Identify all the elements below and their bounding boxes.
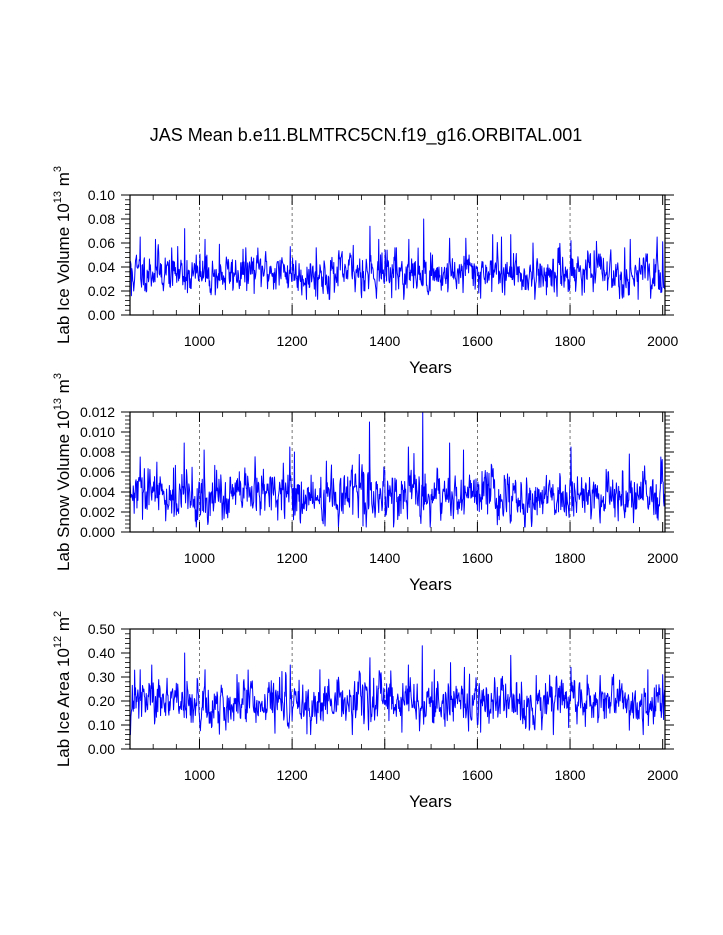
x-tick-label: 1800 [554,550,585,566]
x-tick-label: 2000 [647,333,678,349]
series-line-ice-area [129,645,666,736]
x-tick-label: 2000 [647,767,678,783]
x-tick-label: 1000 [184,333,215,349]
y-tick-label: 0.00 [88,741,115,757]
y-tick-label: 0.50 [88,621,115,637]
x-tick-label: 1800 [554,333,585,349]
x-tick-label: 1600 [462,767,493,783]
y-tick-label: 0.04 [88,259,115,275]
x-tick-label: 1000 [184,767,215,783]
x-tick-label: 2000 [647,550,678,566]
figure-title: JAS Mean b.e11.BLMTRC5CN.f19_g16.ORBITAL… [150,125,583,146]
y-axis-label: Lab Ice Area 1012 m2 [52,611,73,767]
x-tick-label: 1800 [554,767,585,783]
y-tick-label: 0.004 [80,484,115,500]
plot-frame [129,628,666,750]
x-axis-label: Years [409,575,452,594]
y-axis-label: Lab Snow Volume 1013 m3 [52,373,73,571]
x-axis-label: Years [409,358,452,377]
y-tick-label: 0.40 [88,645,115,661]
series-line-ice-volume [129,218,666,300]
x-tick-label: 1400 [369,550,400,566]
panel-ice-volume: 1000 1200 1400 1600 1800 2000 0.00 0.02 0.04 0.06… [52,166,678,377]
plot-frame [129,194,666,316]
y-tick-label: 0.08 [88,211,115,227]
y-tick-label: 0.02 [88,283,115,299]
y-tick-label: 0.002 [80,504,115,520]
y-tick-label: 0.006 [80,464,115,480]
y-tick-label: 0.10 [88,717,115,733]
y-tick-label: 0.008 [80,444,115,460]
series-line-snow-volume [129,411,666,528]
y-tick-label: 0.20 [88,693,115,709]
y-tick-label: 0.000 [80,524,115,540]
y-tick-label: 0.06 [88,235,115,251]
y-axis-label: Lab Ice Volume 1013 m3 [52,166,73,344]
x-tick-label: 1600 [462,333,493,349]
y-tick-label: 0.10 [88,187,115,203]
y-tick-label: 0.012 [80,404,115,420]
y-tick-label: 0.010 [80,424,115,440]
x-tick-label: 1400 [369,767,400,783]
x-tick-label: 1200 [277,333,308,349]
x-tick-label: 1400 [369,333,400,349]
panel-ice-area: 1000 1200 1400 1600 1800 2000 0.00 0.10 0.20 0.30… [52,611,678,811]
x-axis-label: Years [409,792,452,811]
y-tick-label: 0.30 [88,669,115,685]
x-tick-label: 1200 [277,550,308,566]
panel-snow-volume: 1000 1200 1400 1600 1800 2000 0.000 0.002 0.004 0… [52,373,678,594]
x-tick-label: 1200 [277,767,308,783]
y-tick-label: 0.00 [88,307,115,323]
x-tick-label: 1000 [184,550,215,566]
x-tick-label: 1600 [462,550,493,566]
